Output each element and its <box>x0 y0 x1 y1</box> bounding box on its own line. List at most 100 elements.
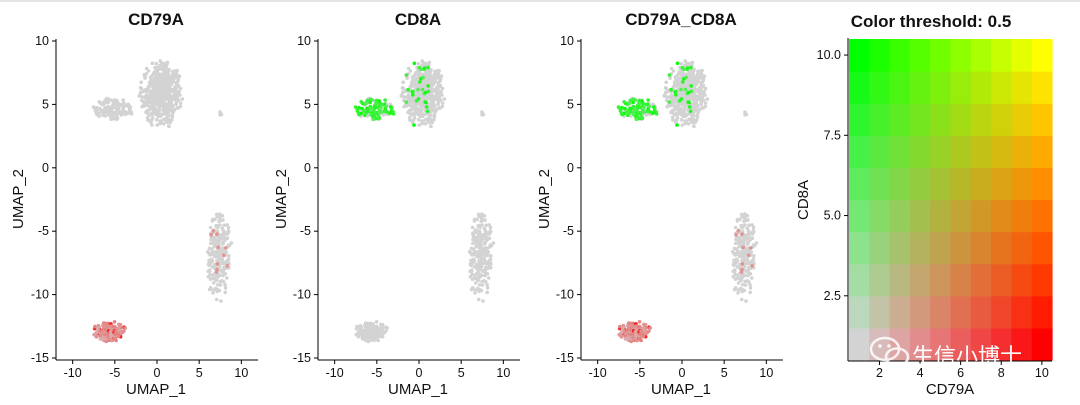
heatmap-cell <box>970 103 992 136</box>
data-point <box>103 328 108 332</box>
data-point <box>740 262 745 266</box>
data-point <box>631 112 636 117</box>
y-tick-label: 5 <box>304 97 311 111</box>
x-ticks: 2 4 6 8 10 <box>876 361 1049 380</box>
data-point <box>426 84 431 88</box>
data-point <box>218 113 222 117</box>
panel-title: CD79A_CD8A <box>625 10 736 29</box>
heatmap-cell <box>991 135 1012 168</box>
data-point <box>209 257 214 262</box>
heatmap-cell <box>849 39 870 72</box>
data-point <box>648 326 652 330</box>
data-point <box>748 290 752 295</box>
data-point <box>480 212 484 216</box>
y-tick-label: -15 <box>293 351 311 365</box>
data-point <box>412 116 417 120</box>
data-point <box>644 113 648 117</box>
data-point <box>679 91 684 96</box>
data-point <box>746 218 750 222</box>
data-point <box>378 106 383 111</box>
data-point <box>221 246 225 250</box>
data-point <box>106 338 110 342</box>
data-point <box>115 108 119 112</box>
data-point <box>703 104 708 109</box>
heatmap-cell <box>889 103 911 136</box>
data-point <box>477 283 482 287</box>
heatmap-cell <box>970 263 992 297</box>
data-point <box>223 272 228 276</box>
data-point <box>406 66 411 71</box>
data-point <box>626 108 631 113</box>
data-point <box>220 232 225 237</box>
data-point <box>176 92 180 97</box>
data-point <box>218 257 222 262</box>
data-point <box>364 325 369 329</box>
data-point <box>423 90 428 95</box>
data-point <box>147 80 152 85</box>
data-point <box>475 251 480 255</box>
data-point <box>176 83 181 88</box>
data-point <box>94 111 99 116</box>
data-point <box>169 82 174 86</box>
x-tick-label: -10 <box>64 366 82 380</box>
heatmap-cell <box>1011 39 1033 72</box>
data-point <box>683 119 687 123</box>
data-point <box>220 261 225 266</box>
data-point <box>477 240 481 244</box>
data-point <box>206 269 210 274</box>
data-point <box>701 92 705 97</box>
heatmap-cell <box>1011 327 1033 361</box>
data-point <box>754 241 759 245</box>
data-point <box>158 114 163 118</box>
data-point <box>740 283 745 287</box>
data-point <box>745 232 750 237</box>
data-point <box>211 281 216 285</box>
data-point <box>699 100 704 105</box>
data-point <box>212 263 217 267</box>
data-point <box>214 297 219 302</box>
watermark: 生信小博士 <box>869 336 1022 370</box>
data-point <box>437 68 441 73</box>
data-point <box>224 231 228 235</box>
data-point <box>160 95 164 99</box>
data-point <box>110 338 114 343</box>
data-point <box>148 113 152 117</box>
data-point <box>221 253 226 258</box>
y-tick-label: -10 <box>31 288 49 302</box>
y-tick-label: 5.0 <box>824 209 841 223</box>
data-point <box>408 118 412 122</box>
data-point <box>358 326 362 331</box>
data-point <box>225 223 229 227</box>
data-point <box>618 324 622 329</box>
data-point <box>214 270 219 274</box>
data-point <box>420 59 425 63</box>
data-point <box>372 338 376 343</box>
data-point <box>730 250 735 254</box>
data-point <box>695 97 699 102</box>
data-point <box>374 110 379 115</box>
data-point <box>161 121 166 126</box>
data-point <box>637 320 642 324</box>
data-point <box>750 236 755 240</box>
data-point <box>670 109 675 113</box>
data-point <box>216 245 220 250</box>
data-point <box>157 83 162 88</box>
data-point <box>165 84 169 89</box>
heatmap-cell <box>909 263 931 297</box>
heatmap-cell <box>930 263 952 297</box>
data-point <box>412 101 417 106</box>
heatmap-cell <box>869 167 891 201</box>
data-point <box>697 107 702 112</box>
heatmap-cell <box>909 103 931 136</box>
data-point <box>483 218 487 222</box>
data-point <box>417 123 422 127</box>
data-point <box>666 89 670 94</box>
data-point <box>468 262 473 266</box>
panel-title: Color threshold: 0.5 <box>851 12 1012 31</box>
data-point <box>697 89 701 93</box>
data-point <box>426 89 431 94</box>
data-point <box>108 106 112 111</box>
data-point <box>424 105 429 109</box>
heatmap-cell <box>991 327 1012 361</box>
data-point <box>738 251 743 255</box>
